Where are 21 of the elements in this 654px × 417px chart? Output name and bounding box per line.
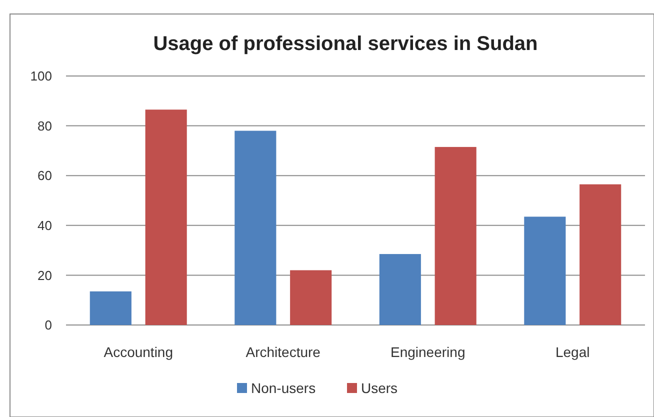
bar <box>379 254 421 325</box>
legend-label: Users <box>361 380 398 396</box>
x-tick-label: Accounting <box>104 344 174 360</box>
x-tick-label: Architecture <box>246 344 321 360</box>
y-tick-label: 20 <box>38 268 52 283</box>
bar <box>145 110 187 325</box>
y-tick-label: 0 <box>44 318 52 333</box>
bar <box>290 270 332 325</box>
y-tick-label: 60 <box>38 168 52 184</box>
x-tick-label: Engineering <box>390 344 466 360</box>
bar <box>434 146 476 325</box>
bar <box>90 291 132 325</box>
y-tick-label: 80 <box>38 118 52 134</box>
y-tick-label: 100 <box>30 68 52 84</box>
bar <box>580 184 622 325</box>
legend-label: Non-users <box>251 380 316 396</box>
chart-title: Usage of professional services in Sudan <box>153 33 538 55</box>
y-tick-label: 40 <box>38 218 52 233</box>
bar <box>524 216 566 325</box>
x-tick-label: Legal <box>555 344 590 360</box>
bar <box>234 130 276 325</box>
